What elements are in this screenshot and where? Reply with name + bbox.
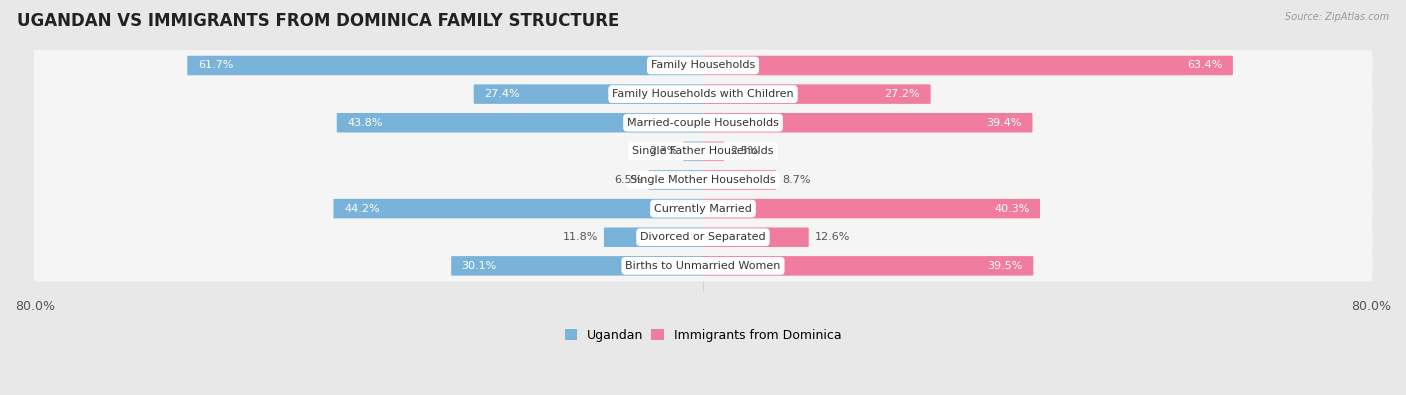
- Text: 2.3%: 2.3%: [648, 147, 678, 156]
- Text: UGANDAN VS IMMIGRANTS FROM DOMINICA FAMILY STRUCTURE: UGANDAN VS IMMIGRANTS FROM DOMINICA FAMI…: [17, 12, 619, 30]
- Text: Family Households with Children: Family Households with Children: [612, 89, 794, 99]
- FancyBboxPatch shape: [703, 142, 724, 161]
- FancyBboxPatch shape: [34, 250, 1372, 281]
- FancyBboxPatch shape: [34, 193, 1372, 224]
- Text: 8.7%: 8.7%: [782, 175, 811, 185]
- FancyBboxPatch shape: [703, 199, 1040, 218]
- FancyBboxPatch shape: [605, 228, 703, 247]
- Text: 11.8%: 11.8%: [562, 232, 598, 242]
- Text: 2.5%: 2.5%: [731, 147, 759, 156]
- FancyBboxPatch shape: [34, 136, 1372, 167]
- Text: Single Father Households: Single Father Households: [633, 147, 773, 156]
- FancyBboxPatch shape: [683, 142, 703, 161]
- Text: 30.1%: 30.1%: [461, 261, 496, 271]
- Text: 27.4%: 27.4%: [484, 89, 520, 99]
- Legend: Ugandan, Immigrants from Dominica: Ugandan, Immigrants from Dominica: [562, 326, 844, 344]
- FancyBboxPatch shape: [34, 165, 1372, 196]
- Text: 27.2%: 27.2%: [884, 89, 920, 99]
- FancyBboxPatch shape: [648, 170, 703, 190]
- Text: 61.7%: 61.7%: [198, 60, 233, 70]
- Text: Married-couple Households: Married-couple Households: [627, 118, 779, 128]
- Text: Single Mother Households: Single Mother Households: [630, 175, 776, 185]
- FancyBboxPatch shape: [451, 256, 703, 276]
- Text: 12.6%: 12.6%: [815, 232, 851, 242]
- FancyBboxPatch shape: [34, 222, 1372, 253]
- FancyBboxPatch shape: [34, 50, 1372, 81]
- FancyBboxPatch shape: [187, 56, 703, 75]
- FancyBboxPatch shape: [34, 79, 1372, 109]
- FancyBboxPatch shape: [703, 170, 776, 190]
- Text: 63.4%: 63.4%: [1187, 60, 1222, 70]
- Text: Births to Unmarried Women: Births to Unmarried Women: [626, 261, 780, 271]
- FancyBboxPatch shape: [474, 85, 703, 104]
- Text: 43.8%: 43.8%: [347, 118, 382, 128]
- Text: Source: ZipAtlas.com: Source: ZipAtlas.com: [1285, 12, 1389, 22]
- FancyBboxPatch shape: [337, 113, 703, 132]
- Text: 44.2%: 44.2%: [344, 203, 380, 214]
- FancyBboxPatch shape: [703, 256, 1033, 276]
- FancyBboxPatch shape: [703, 113, 1032, 132]
- Text: Currently Married: Currently Married: [654, 203, 752, 214]
- Text: 39.5%: 39.5%: [987, 261, 1022, 271]
- Text: Family Households: Family Households: [651, 60, 755, 70]
- FancyBboxPatch shape: [333, 199, 703, 218]
- Text: 39.4%: 39.4%: [987, 118, 1022, 128]
- FancyBboxPatch shape: [703, 85, 931, 104]
- Text: Divorced or Separated: Divorced or Separated: [640, 232, 766, 242]
- Text: 6.5%: 6.5%: [614, 175, 643, 185]
- FancyBboxPatch shape: [34, 107, 1372, 138]
- FancyBboxPatch shape: [703, 228, 808, 247]
- FancyBboxPatch shape: [703, 56, 1233, 75]
- Text: 40.3%: 40.3%: [994, 203, 1029, 214]
